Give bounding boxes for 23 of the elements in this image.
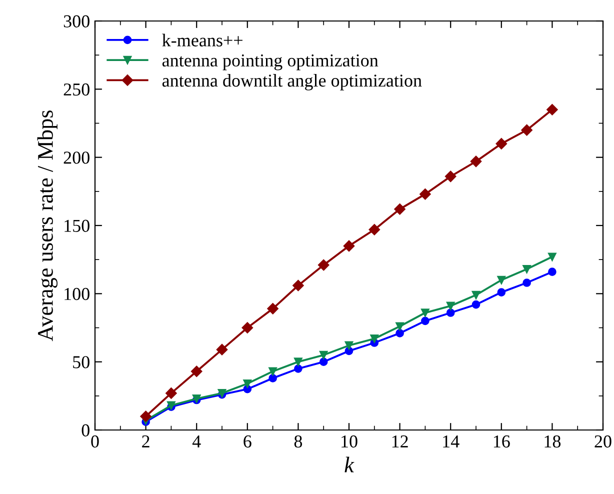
y-tick-label: 300 <box>64 15 90 28</box>
x-tick-label: 20 <box>594 435 612 448</box>
y-tick-label: 0 <box>82 424 90 436</box>
x-tick-label: 4 <box>192 436 201 448</box>
y-tick-label: 250 <box>64 83 90 96</box>
x-tick-label: 8 <box>294 435 302 448</box>
x-tick-label: 12 <box>392 435 408 448</box>
y-tick-label: 150 <box>64 220 90 232</box>
x-axis-title: k <box>344 456 354 472</box>
y-tick-label: 200 <box>64 152 90 164</box>
legend-label: antenna downtilt angle optimization <box>162 74 422 90</box>
x-tick-label: 6 <box>244 435 252 448</box>
x-tick-label: 18 <box>544 435 561 448</box>
y-tick-label: 100 <box>64 288 90 300</box>
x-tick-label: 10 <box>342 435 358 448</box>
legend-label: k-means++ <box>162 34 242 46</box>
x-tick-label: 0 <box>91 435 99 448</box>
x-tick-label: 14 <box>443 435 460 448</box>
legend-label: antenna pointing optimization <box>162 54 378 70</box>
x-tick-label: 2 <box>142 435 150 448</box>
x-tick-label: 16 <box>494 435 510 448</box>
y-axis-title: Average users rate / Mbps <box>37 110 58 342</box>
y-tick-label: 50 <box>73 356 90 368</box>
